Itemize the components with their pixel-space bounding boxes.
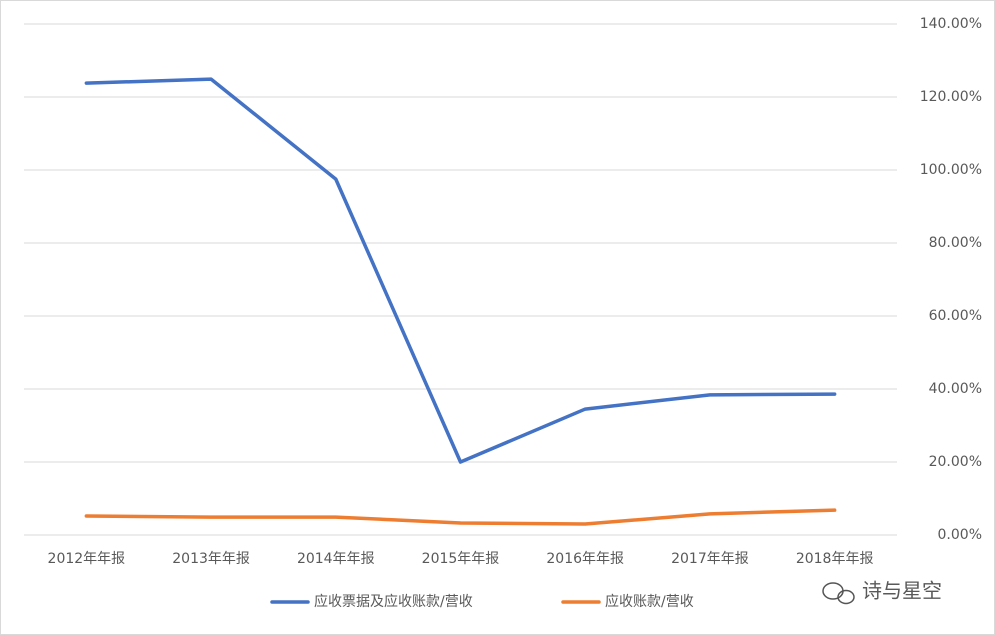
y-tick-label: 80.00% (929, 235, 982, 251)
x-tick-label: 2014年年报 (297, 551, 375, 567)
y-tick-label: 60.00% (929, 308, 982, 324)
y-tick-label: 0.00% (938, 527, 982, 543)
legend-label: 应收账款/营收 (605, 593, 694, 610)
watermark: 诗与星空 (862, 579, 942, 603)
y-tick-label: 100.00% (920, 162, 982, 178)
legend-label: 应收票据及应收账款/营收 (314, 593, 473, 610)
x-tick-label: 2012年年报 (48, 551, 126, 567)
line-series (84, 77, 837, 464)
watermark-icon (822, 582, 855, 605)
y-tick-label: 40.00% (929, 381, 982, 397)
x-tick-label: 2016年年报 (546, 551, 624, 567)
x-tick-label: 2018年年报 (796, 551, 874, 567)
y-tick-label: 140.00% (920, 16, 982, 32)
x-tick-label: 2017年年报 (671, 551, 749, 567)
line-series (84, 508, 837, 526)
x-tick-label: 2013年年报 (172, 551, 250, 567)
y-tick-label: 20.00% (929, 454, 982, 470)
x-tick-label: 2015年年报 (422, 551, 500, 567)
y-tick-label: 120.00% (920, 89, 982, 105)
